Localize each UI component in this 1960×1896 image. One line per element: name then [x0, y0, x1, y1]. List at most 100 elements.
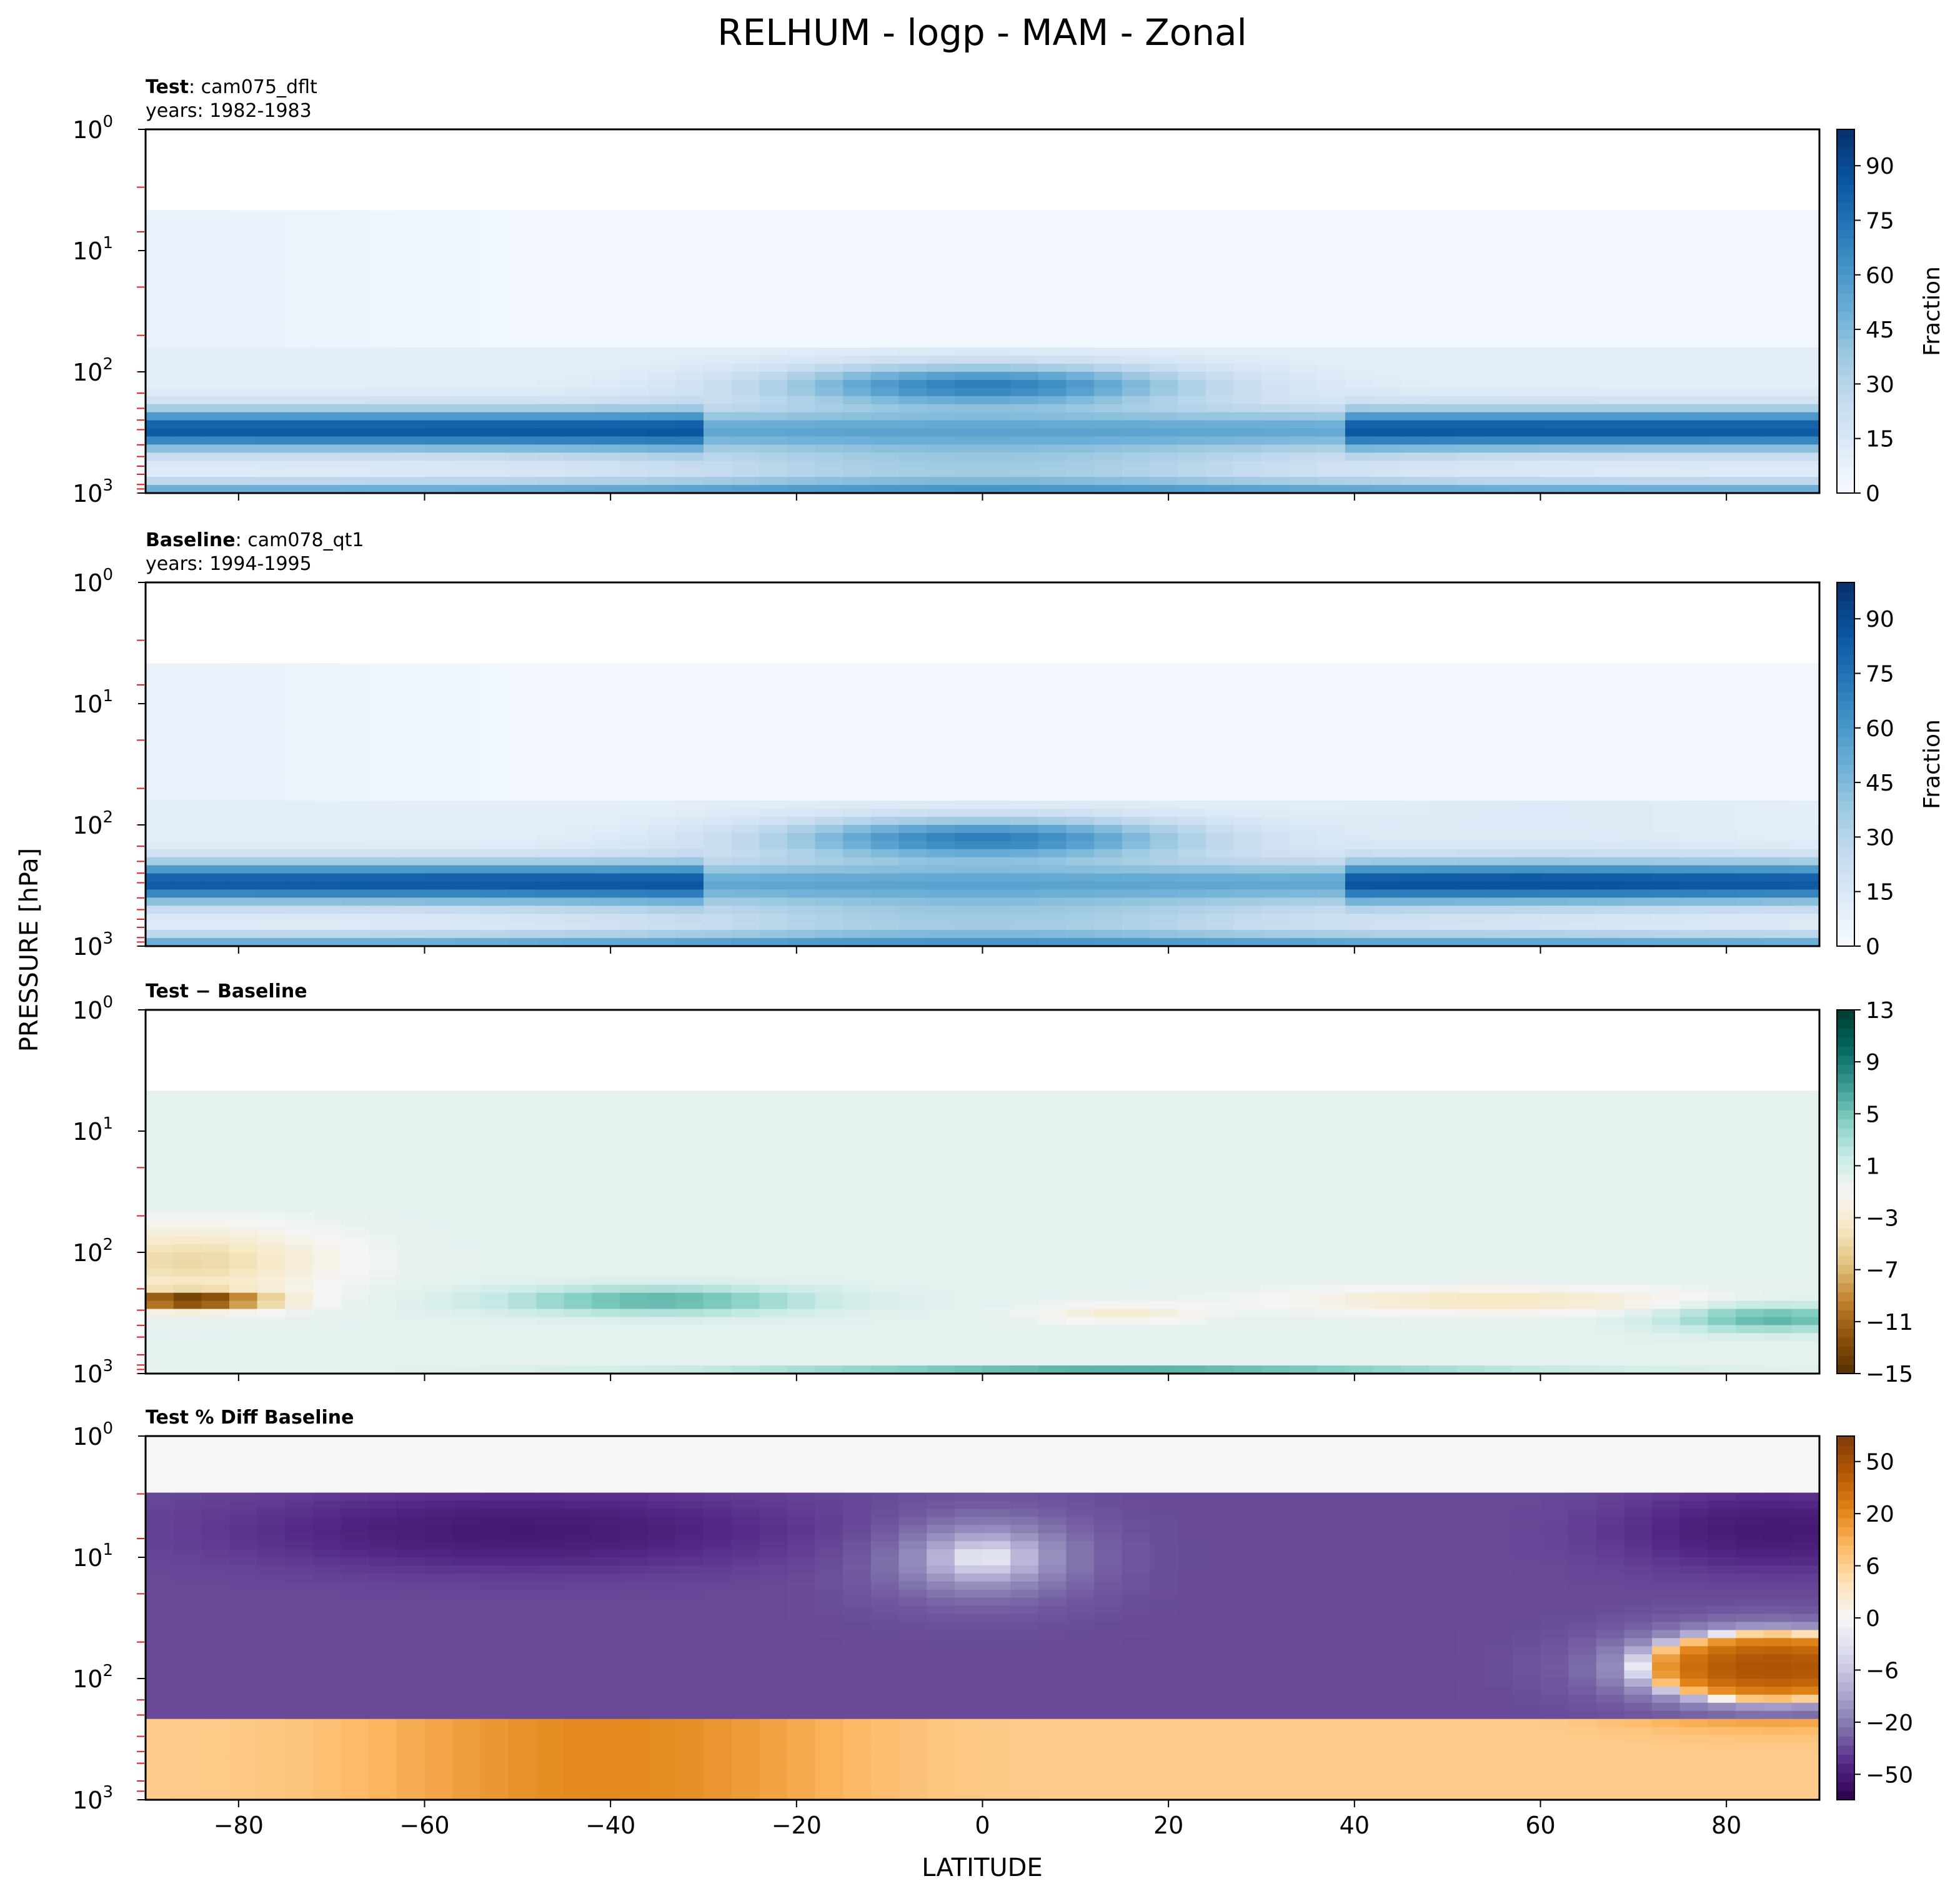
- contour-cell: [731, 752, 760, 761]
- contour-cell: [257, 832, 286, 842]
- contour-cell: [536, 1236, 565, 1245]
- contour-cell: [927, 776, 955, 786]
- contour-cell: [1289, 679, 1318, 688]
- contour-cell: [257, 719, 286, 729]
- contour-cell: [201, 379, 230, 389]
- contour-cell: [1679, 339, 1709, 348]
- contour-cell: [675, 768, 704, 777]
- contour-cell: [1428, 291, 1458, 300]
- contour-cell: [1345, 461, 1374, 469]
- contour-cell: [1428, 801, 1458, 809]
- contour-cell: [1540, 452, 1569, 462]
- contour-cell: [647, 744, 677, 753]
- contour-cell: [285, 461, 314, 469]
- contour-cell: [1233, 461, 1262, 469]
- contour-cell: [285, 897, 314, 907]
- contour-cell: [341, 1333, 369, 1342]
- contour-cell: [1094, 784, 1123, 794]
- contour-cell: [369, 849, 397, 858]
- contour-cell: [675, 210, 704, 219]
- contour-cell: [173, 1179, 202, 1189]
- contour-cell: [1485, 428, 1513, 437]
- contour-cell: [480, 1357, 509, 1366]
- contour-cell: [1652, 727, 1681, 737]
- contour-cell: [898, 210, 927, 219]
- contour-cell: [870, 776, 900, 786]
- contour-cell: [452, 1107, 481, 1115]
- contour-cell: [285, 1228, 314, 1237]
- contour-cell: [815, 930, 844, 939]
- contour-cell: [1010, 307, 1039, 316]
- contour-cell: [843, 266, 872, 276]
- contour-cell: [1373, 420, 1402, 429]
- contour-cell: [1122, 809, 1151, 817]
- panel-subtitle-bold: Test: [146, 76, 189, 98]
- contour-cell: [675, 696, 704, 704]
- contour-cell: [982, 930, 1011, 939]
- contour-cell: [592, 679, 620, 688]
- contour-cell: [1596, 696, 1625, 704]
- contour-cell: [1066, 704, 1095, 712]
- contour-cell: [1708, 873, 1736, 882]
- contour-cell: [1652, 889, 1681, 899]
- contour-cell: [146, 274, 174, 284]
- contour-cell: [620, 817, 649, 826]
- contour-cell: [1010, 930, 1039, 939]
- contour-cell: [704, 922, 732, 931]
- contour-cell: [787, 299, 816, 308]
- contour-cell: [1679, 817, 1709, 826]
- contour-cell: [312, 1123, 342, 1132]
- contour-cell: [675, 226, 704, 235]
- contour-cell: [1317, 396, 1346, 405]
- contour-cell: [1178, 412, 1206, 421]
- contour-cell: [146, 1268, 174, 1277]
- contour-cell: [1122, 258, 1151, 267]
- contour-cell: [1178, 696, 1206, 704]
- contour-cell: [536, 1357, 565, 1366]
- contour-cell: [396, 428, 425, 437]
- contour-cell: [1122, 372, 1151, 381]
- contour-cell: [452, 251, 481, 259]
- contour-cell: [1094, 485, 1123, 493]
- contour-cell: [1708, 832, 1736, 842]
- contour-cell: [1456, 218, 1485, 227]
- colorbar-tick-label: 45: [1866, 771, 1894, 796]
- contour-cell: [146, 234, 174, 243]
- contour-cell: [229, 210, 258, 219]
- contour-cell: [1233, 784, 1262, 794]
- contour-cell: [870, 356, 900, 364]
- contour-cell: [1289, 857, 1318, 866]
- contour-cell: [1512, 873, 1541, 882]
- contour-cell: [424, 1171, 453, 1180]
- contour-cell: [954, 412, 983, 421]
- contour-cell: [508, 784, 537, 794]
- colorbar-swatch: [1837, 764, 1854, 774]
- contour-cell: [536, 379, 565, 389]
- contour-cell: [1652, 210, 1681, 219]
- contour-cell: [201, 461, 230, 469]
- contour-cell: [843, 251, 872, 259]
- contour-cell: [1401, 760, 1430, 769]
- contour-cell: [229, 711, 258, 721]
- contour-cell: [369, 906, 397, 915]
- contour-cell: [592, 1325, 620, 1334]
- contour-cell: [173, 226, 202, 235]
- contour-cell: [704, 485, 732, 493]
- contour-cell: [1038, 881, 1067, 891]
- contour-cell: [1456, 347, 1485, 356]
- contour-cell: [564, 1268, 593, 1277]
- contour-cell: [1791, 387, 1819, 397]
- contour-cell: [954, 768, 983, 777]
- contour-cell: [843, 776, 872, 786]
- contour-cell: [870, 938, 900, 946]
- contour-cell: [898, 339, 927, 348]
- contour-cell: [173, 372, 202, 381]
- contour-cell: [201, 1300, 230, 1310]
- contour-cell: [1763, 817, 1793, 826]
- contour-cell: [1763, 379, 1793, 389]
- contour-cell: [1261, 364, 1290, 372]
- contour-cell: [815, 251, 844, 259]
- contour-cell: [1596, 801, 1625, 809]
- contour-cell: [480, 372, 509, 381]
- contour-cell: [898, 234, 927, 243]
